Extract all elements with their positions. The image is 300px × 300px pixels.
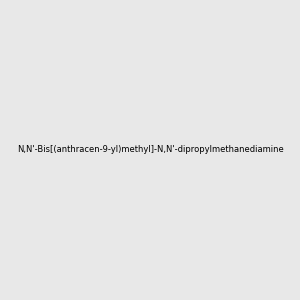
Text: N,N'-Bis[(anthracen-9-yl)methyl]-N,N'-dipropylmethanediamine: N,N'-Bis[(anthracen-9-yl)methyl]-N,N'-di… <box>16 146 283 154</box>
